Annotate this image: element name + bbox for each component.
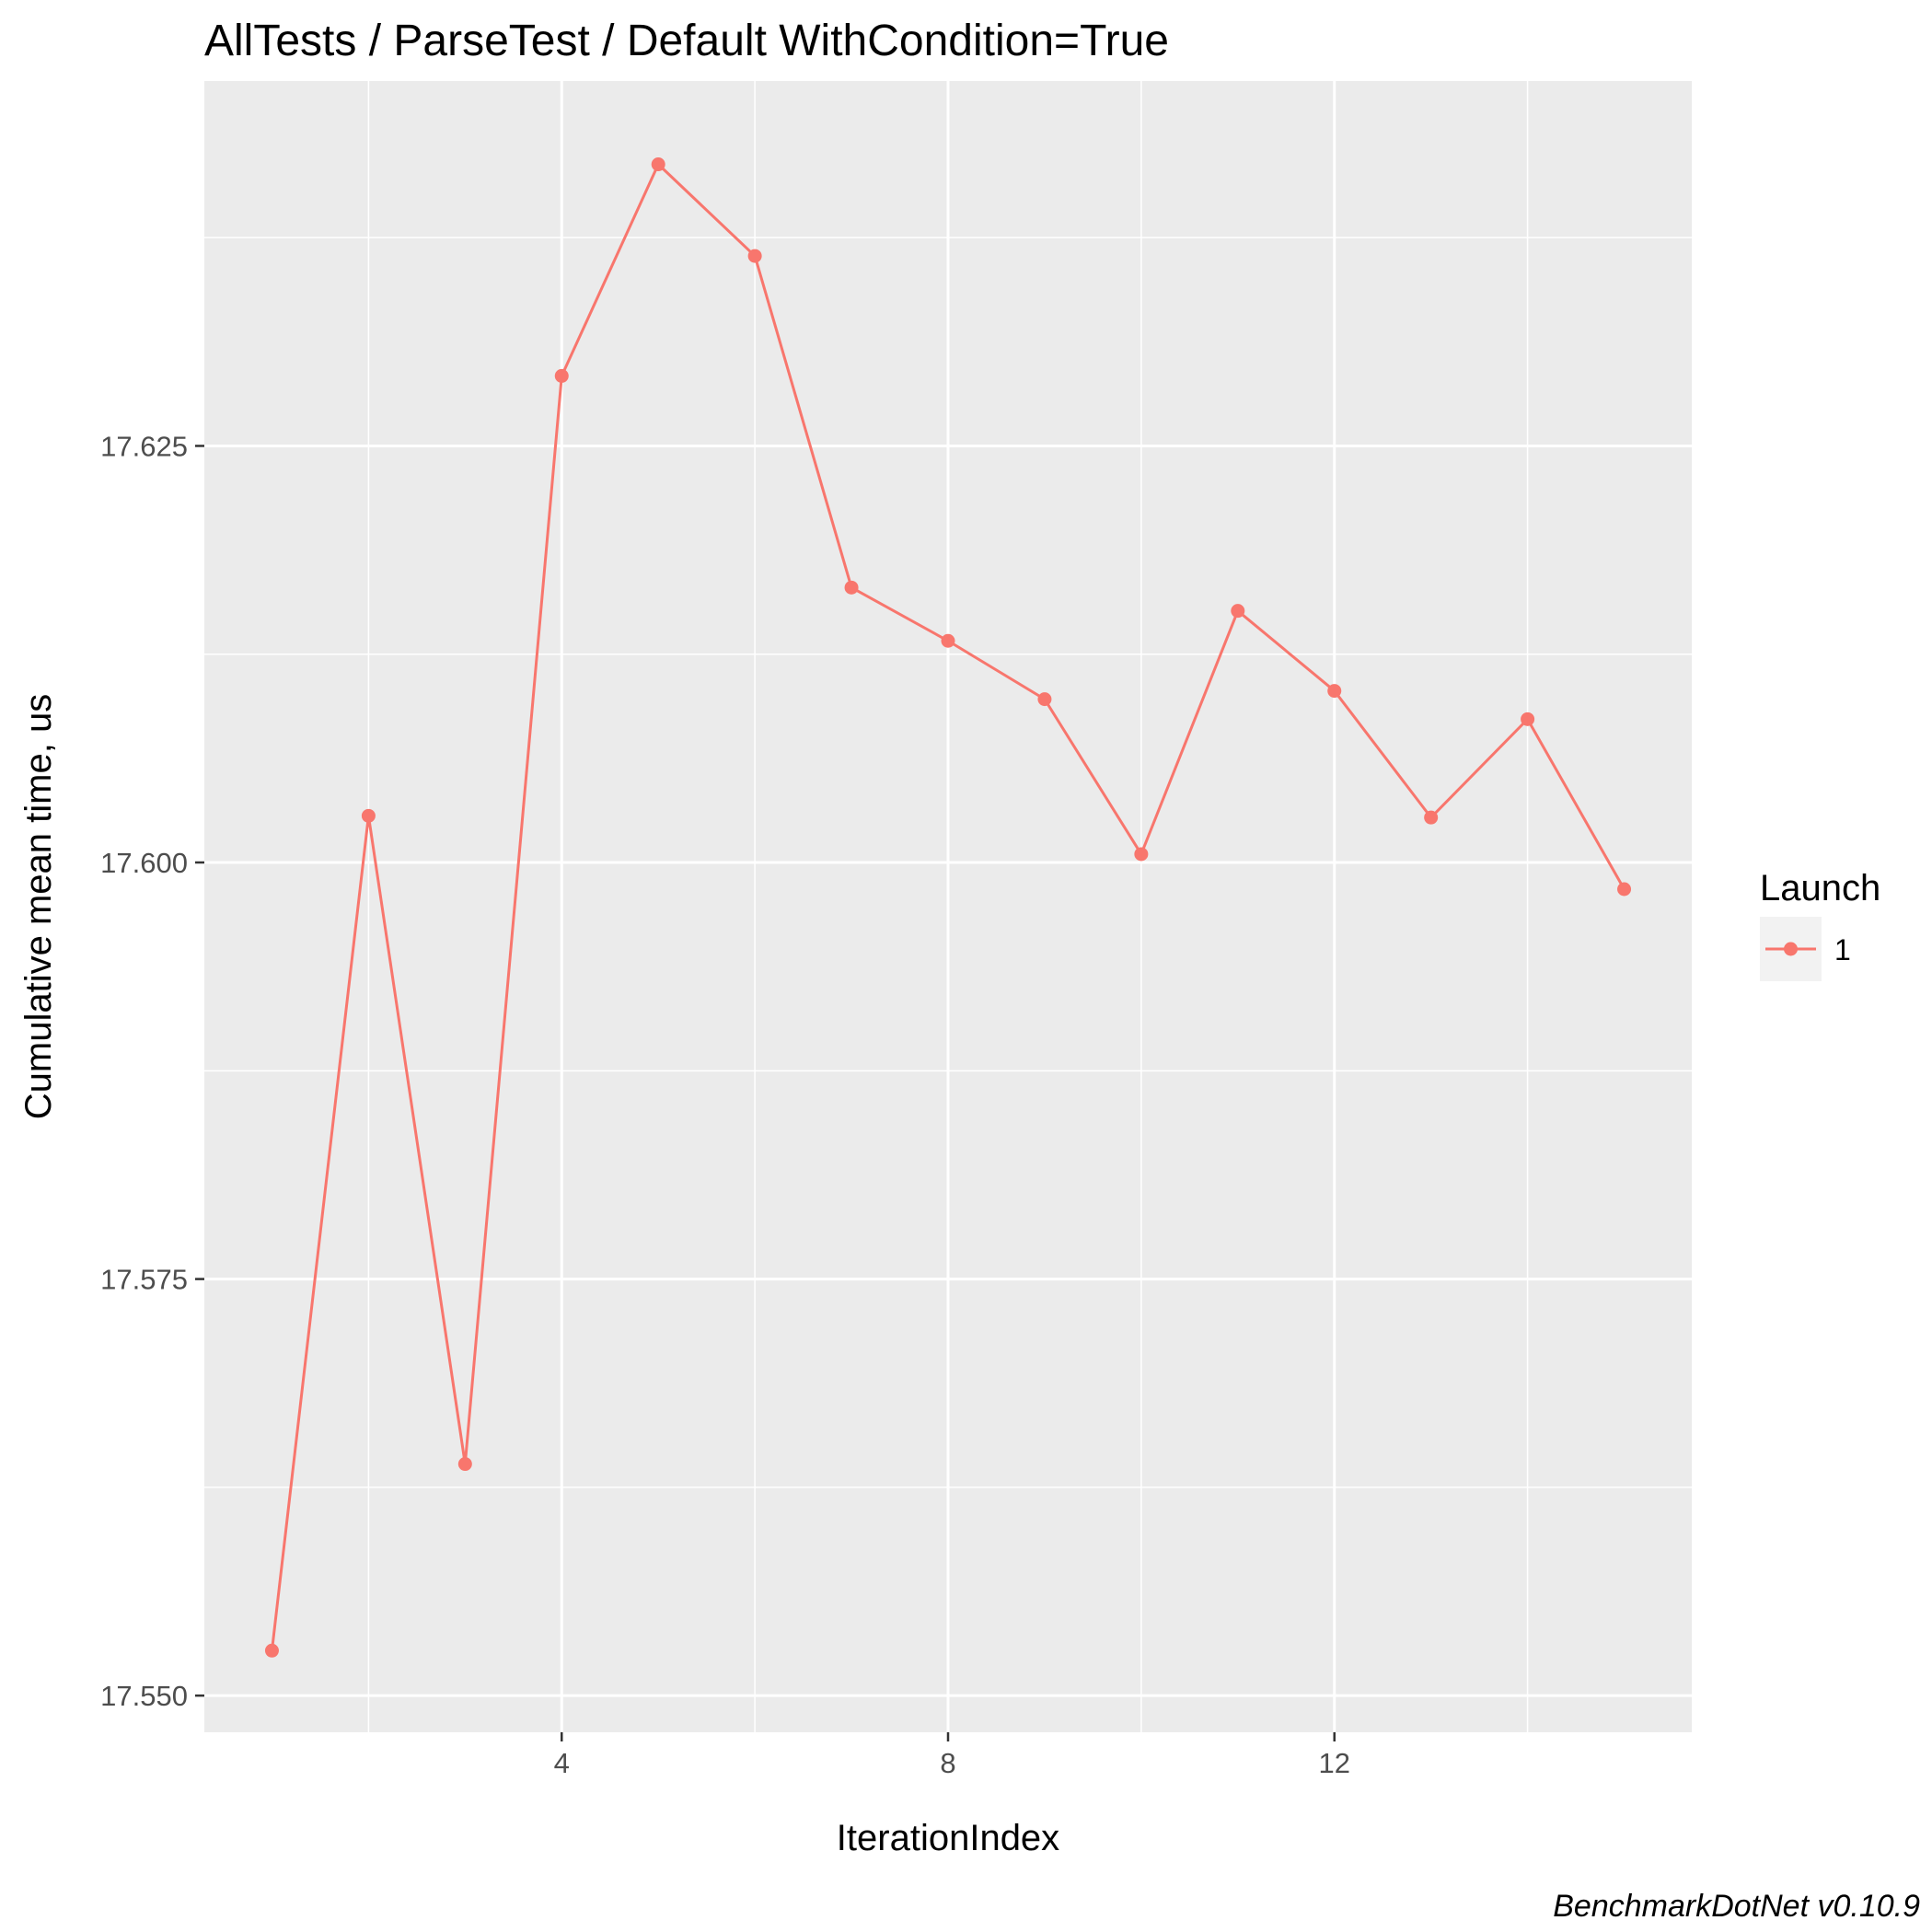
data-point-0-14: [1617, 882, 1632, 897]
x-axis: 4 8 12: [554, 1732, 1350, 1779]
x-tick-label-2: 12: [1318, 1747, 1349, 1779]
legend-key-point-0: [1784, 942, 1798, 956]
data-point-0-13: [1521, 711, 1535, 726]
x-tick-label-1: 8: [940, 1747, 955, 1779]
data-point-0-7: [941, 633, 955, 648]
data-point-0-6: [844, 580, 859, 595]
y-axis: 17.550 17.575 17.600 17.625: [100, 430, 204, 1712]
data-point-0-2: [457, 1457, 472, 1472]
data-point-0-4: [651, 157, 665, 172]
data-point-0-9: [1134, 847, 1149, 862]
y-tick-label-0: 17.550: [100, 1680, 188, 1712]
y-tick-label-1: 17.575: [100, 1264, 188, 1296]
data-point-0-11: [1327, 684, 1342, 699]
data-point-0-5: [747, 249, 762, 263]
data-point-0-8: [1037, 692, 1052, 707]
data-point-0-12: [1424, 810, 1439, 825]
y-tick-label-2: 17.600: [100, 847, 188, 879]
grid-major-lines: [204, 81, 1692, 1732]
legend-entries: 1: [1760, 917, 1851, 981]
legend: Launch 1: [1760, 868, 1880, 981]
x-tick-label-0: 4: [554, 1747, 570, 1779]
data-point-0-10: [1231, 604, 1245, 619]
legend-label-0: 1: [1834, 933, 1851, 966]
legend-title: Launch: [1760, 868, 1880, 908]
x-axis-title: IterationIndex: [837, 1818, 1059, 1858]
data-point-0-3: [554, 368, 569, 383]
y-tick-label-3: 17.625: [100, 430, 188, 462]
y-axis-title: Cumulative mean time, us: [18, 694, 59, 1119]
data-point-0-1: [361, 808, 376, 823]
chart-caption: BenchmarkDotNet v0.10.9: [1553, 1889, 1920, 1924]
chart-title: AllTests / ParseTest / Default WithCondi…: [204, 17, 1169, 65]
series-layer: [264, 157, 1632, 1658]
data-point-0-0: [264, 1643, 279, 1658]
